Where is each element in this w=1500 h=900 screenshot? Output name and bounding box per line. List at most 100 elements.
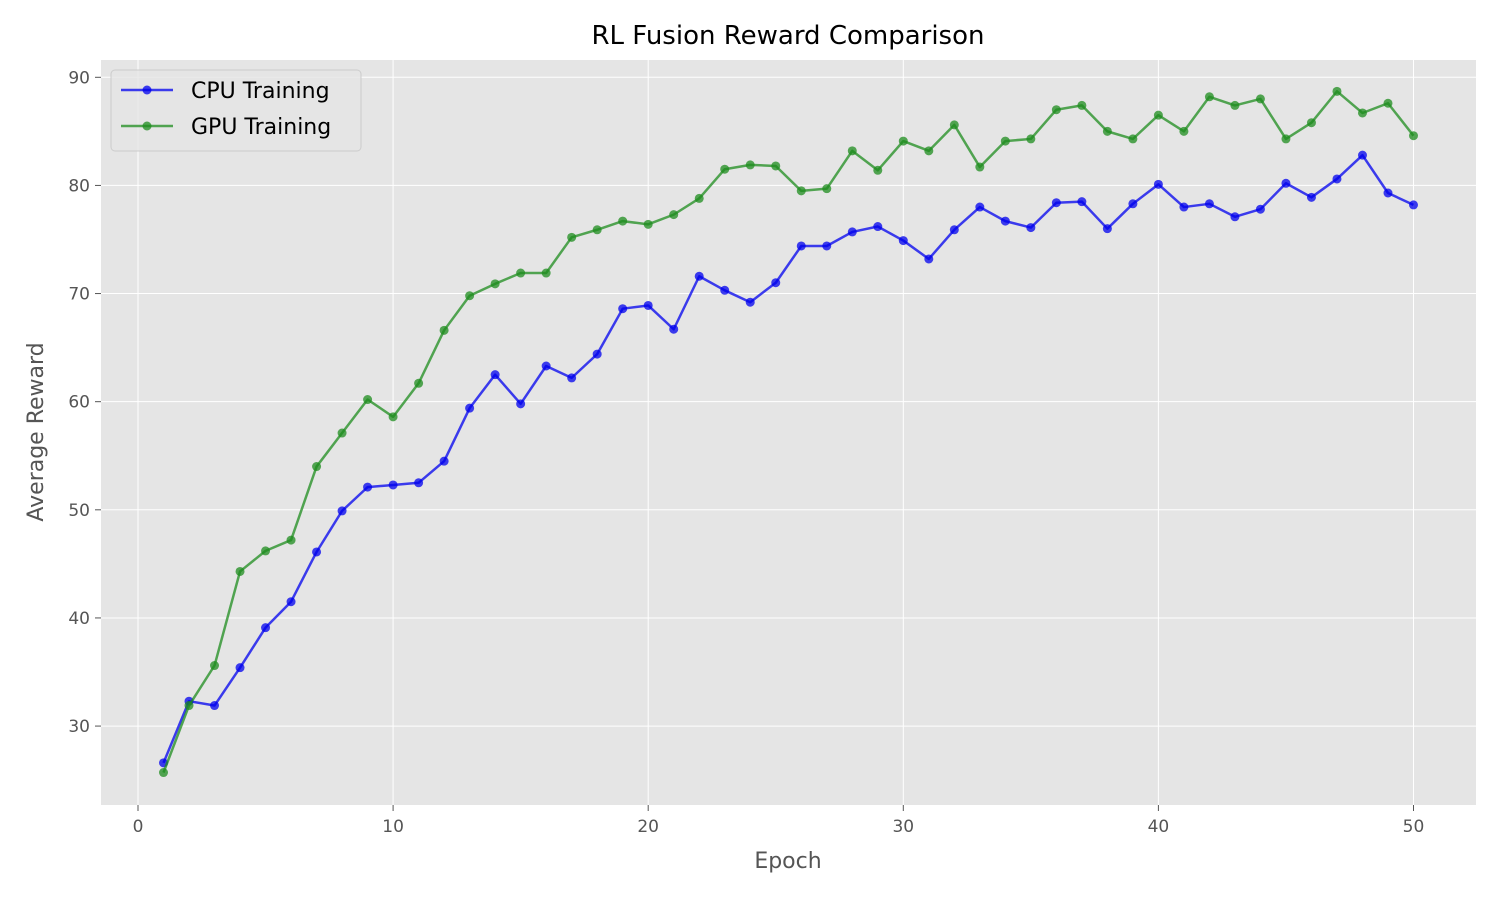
data-point-0-24 bbox=[771, 278, 781, 288]
y-tick-label-6: 90 bbox=[68, 68, 90, 88]
x-tick-label-1: 10 bbox=[382, 817, 404, 837]
data-point-1-36 bbox=[1077, 100, 1087, 110]
plot-area bbox=[101, 60, 1476, 805]
data-point-0-25 bbox=[796, 241, 806, 251]
data-point-0-45 bbox=[1306, 192, 1316, 202]
data-point-1-4 bbox=[261, 546, 271, 556]
data-point-0-42 bbox=[1230, 212, 1240, 222]
data-point-1-45 bbox=[1306, 118, 1316, 128]
data-point-1-2 bbox=[210, 661, 220, 671]
x-axis-ticks: 0 10 20 30 40 50 bbox=[133, 805, 1424, 837]
data-point-0-6 bbox=[312, 547, 322, 557]
data-point-1-11 bbox=[439, 325, 449, 335]
data-point-1-43 bbox=[1255, 94, 1265, 104]
data-point-1-6 bbox=[312, 462, 322, 472]
legend-label-gpu: GPU Training bbox=[191, 115, 331, 140]
data-point-1-41 bbox=[1204, 92, 1214, 102]
data-point-0-9 bbox=[388, 480, 398, 490]
data-point-1-19 bbox=[643, 219, 653, 229]
data-point-1-47 bbox=[1357, 108, 1367, 118]
data-point-0-47 bbox=[1357, 150, 1367, 160]
data-point-0-14 bbox=[516, 399, 526, 409]
data-point-0-7 bbox=[337, 506, 347, 516]
data-point-0-10 bbox=[414, 478, 424, 488]
data-point-0-29 bbox=[898, 236, 908, 246]
y-axis-label: Average Reward bbox=[24, 342, 49, 521]
data-point-0-44 bbox=[1281, 178, 1291, 188]
data-point-0-18 bbox=[618, 304, 628, 314]
data-point-0-48 bbox=[1383, 188, 1393, 198]
data-point-1-33 bbox=[1000, 136, 1010, 146]
series-1 bbox=[159, 86, 1418, 778]
data-point-0-12 bbox=[465, 403, 475, 413]
data-point-1-18 bbox=[618, 216, 628, 226]
data-point-1-38 bbox=[1128, 134, 1138, 144]
data-point-0-27 bbox=[847, 227, 857, 237]
data-point-1-3 bbox=[235, 566, 245, 576]
x-tick-label-0: 0 bbox=[133, 817, 144, 837]
y-tick-label-5: 80 bbox=[68, 176, 90, 196]
data-point-1-0 bbox=[159, 768, 168, 778]
data-point-0-19 bbox=[643, 300, 653, 310]
data-point-1-20 bbox=[669, 210, 679, 220]
data-point-0-13 bbox=[490, 370, 500, 380]
series-layer bbox=[159, 86, 1418, 778]
data-point-1-24 bbox=[771, 161, 781, 171]
data-point-0-11 bbox=[439, 456, 449, 466]
data-point-0-33 bbox=[1000, 216, 1010, 226]
y-tick-label-2: 50 bbox=[68, 501, 90, 521]
legend: CPU Training GPU Training bbox=[110, 69, 362, 152]
y-tick-label-0: 30 bbox=[68, 717, 90, 737]
data-point-0-36 bbox=[1077, 197, 1087, 207]
data-point-1-31 bbox=[949, 120, 959, 130]
x-tick-label-3: 30 bbox=[892, 817, 914, 837]
y-axis-ticks: 30 40 50 60 70 80 90 bbox=[68, 68, 101, 737]
data-point-1-39 bbox=[1153, 110, 1163, 120]
data-point-0-2 bbox=[210, 701, 220, 711]
data-point-1-25 bbox=[796, 186, 806, 196]
data-point-0-37 bbox=[1102, 224, 1112, 234]
data-point-0-23 bbox=[745, 297, 755, 307]
data-point-1-35 bbox=[1051, 105, 1061, 115]
data-point-0-43 bbox=[1255, 204, 1265, 214]
data-point-1-49 bbox=[1409, 131, 1418, 141]
data-point-0-20 bbox=[669, 324, 679, 334]
legend-marker-cpu bbox=[142, 85, 152, 95]
data-point-0-49 bbox=[1409, 200, 1418, 210]
x-tick-label-4: 40 bbox=[1148, 817, 1170, 837]
data-point-0-16 bbox=[567, 373, 577, 383]
data-point-0-31 bbox=[949, 225, 959, 235]
legend-marker-gpu bbox=[142, 121, 152, 131]
data-point-0-32 bbox=[975, 202, 985, 212]
data-point-1-40 bbox=[1179, 126, 1189, 136]
series-0 bbox=[159, 150, 1418, 768]
data-point-0-15 bbox=[541, 361, 551, 371]
data-point-1-14 bbox=[516, 268, 526, 278]
data-point-0-41 bbox=[1204, 199, 1214, 209]
data-point-1-21 bbox=[694, 193, 704, 203]
y-tick-label-3: 60 bbox=[68, 393, 90, 413]
data-point-0-38 bbox=[1128, 199, 1138, 209]
data-point-1-22 bbox=[720, 164, 730, 174]
data-point-1-10 bbox=[414, 378, 424, 388]
series-line-1 bbox=[162, 90, 1415, 774]
data-point-0-3 bbox=[235, 663, 245, 673]
y-tick-label-4: 70 bbox=[68, 285, 90, 305]
data-point-0-30 bbox=[924, 254, 934, 264]
data-point-1-32 bbox=[975, 162, 985, 172]
data-point-1-23 bbox=[745, 160, 755, 170]
data-point-0-22 bbox=[720, 285, 730, 295]
data-point-1-37 bbox=[1102, 126, 1112, 136]
x-axis-label: Epoch bbox=[754, 849, 821, 874]
data-point-0-4 bbox=[261, 623, 271, 633]
data-point-1-13 bbox=[490, 279, 500, 289]
data-point-1-29 bbox=[898, 136, 908, 146]
data-point-1-44 bbox=[1281, 134, 1291, 144]
data-point-1-27 bbox=[847, 146, 857, 156]
data-point-1-8 bbox=[363, 395, 373, 405]
data-point-0-40 bbox=[1179, 202, 1189, 212]
data-point-1-7 bbox=[337, 428, 347, 438]
grid-lines bbox=[101, 60, 1476, 805]
legend-label-cpu: CPU Training bbox=[191, 79, 330, 104]
data-point-0-46 bbox=[1332, 174, 1342, 184]
